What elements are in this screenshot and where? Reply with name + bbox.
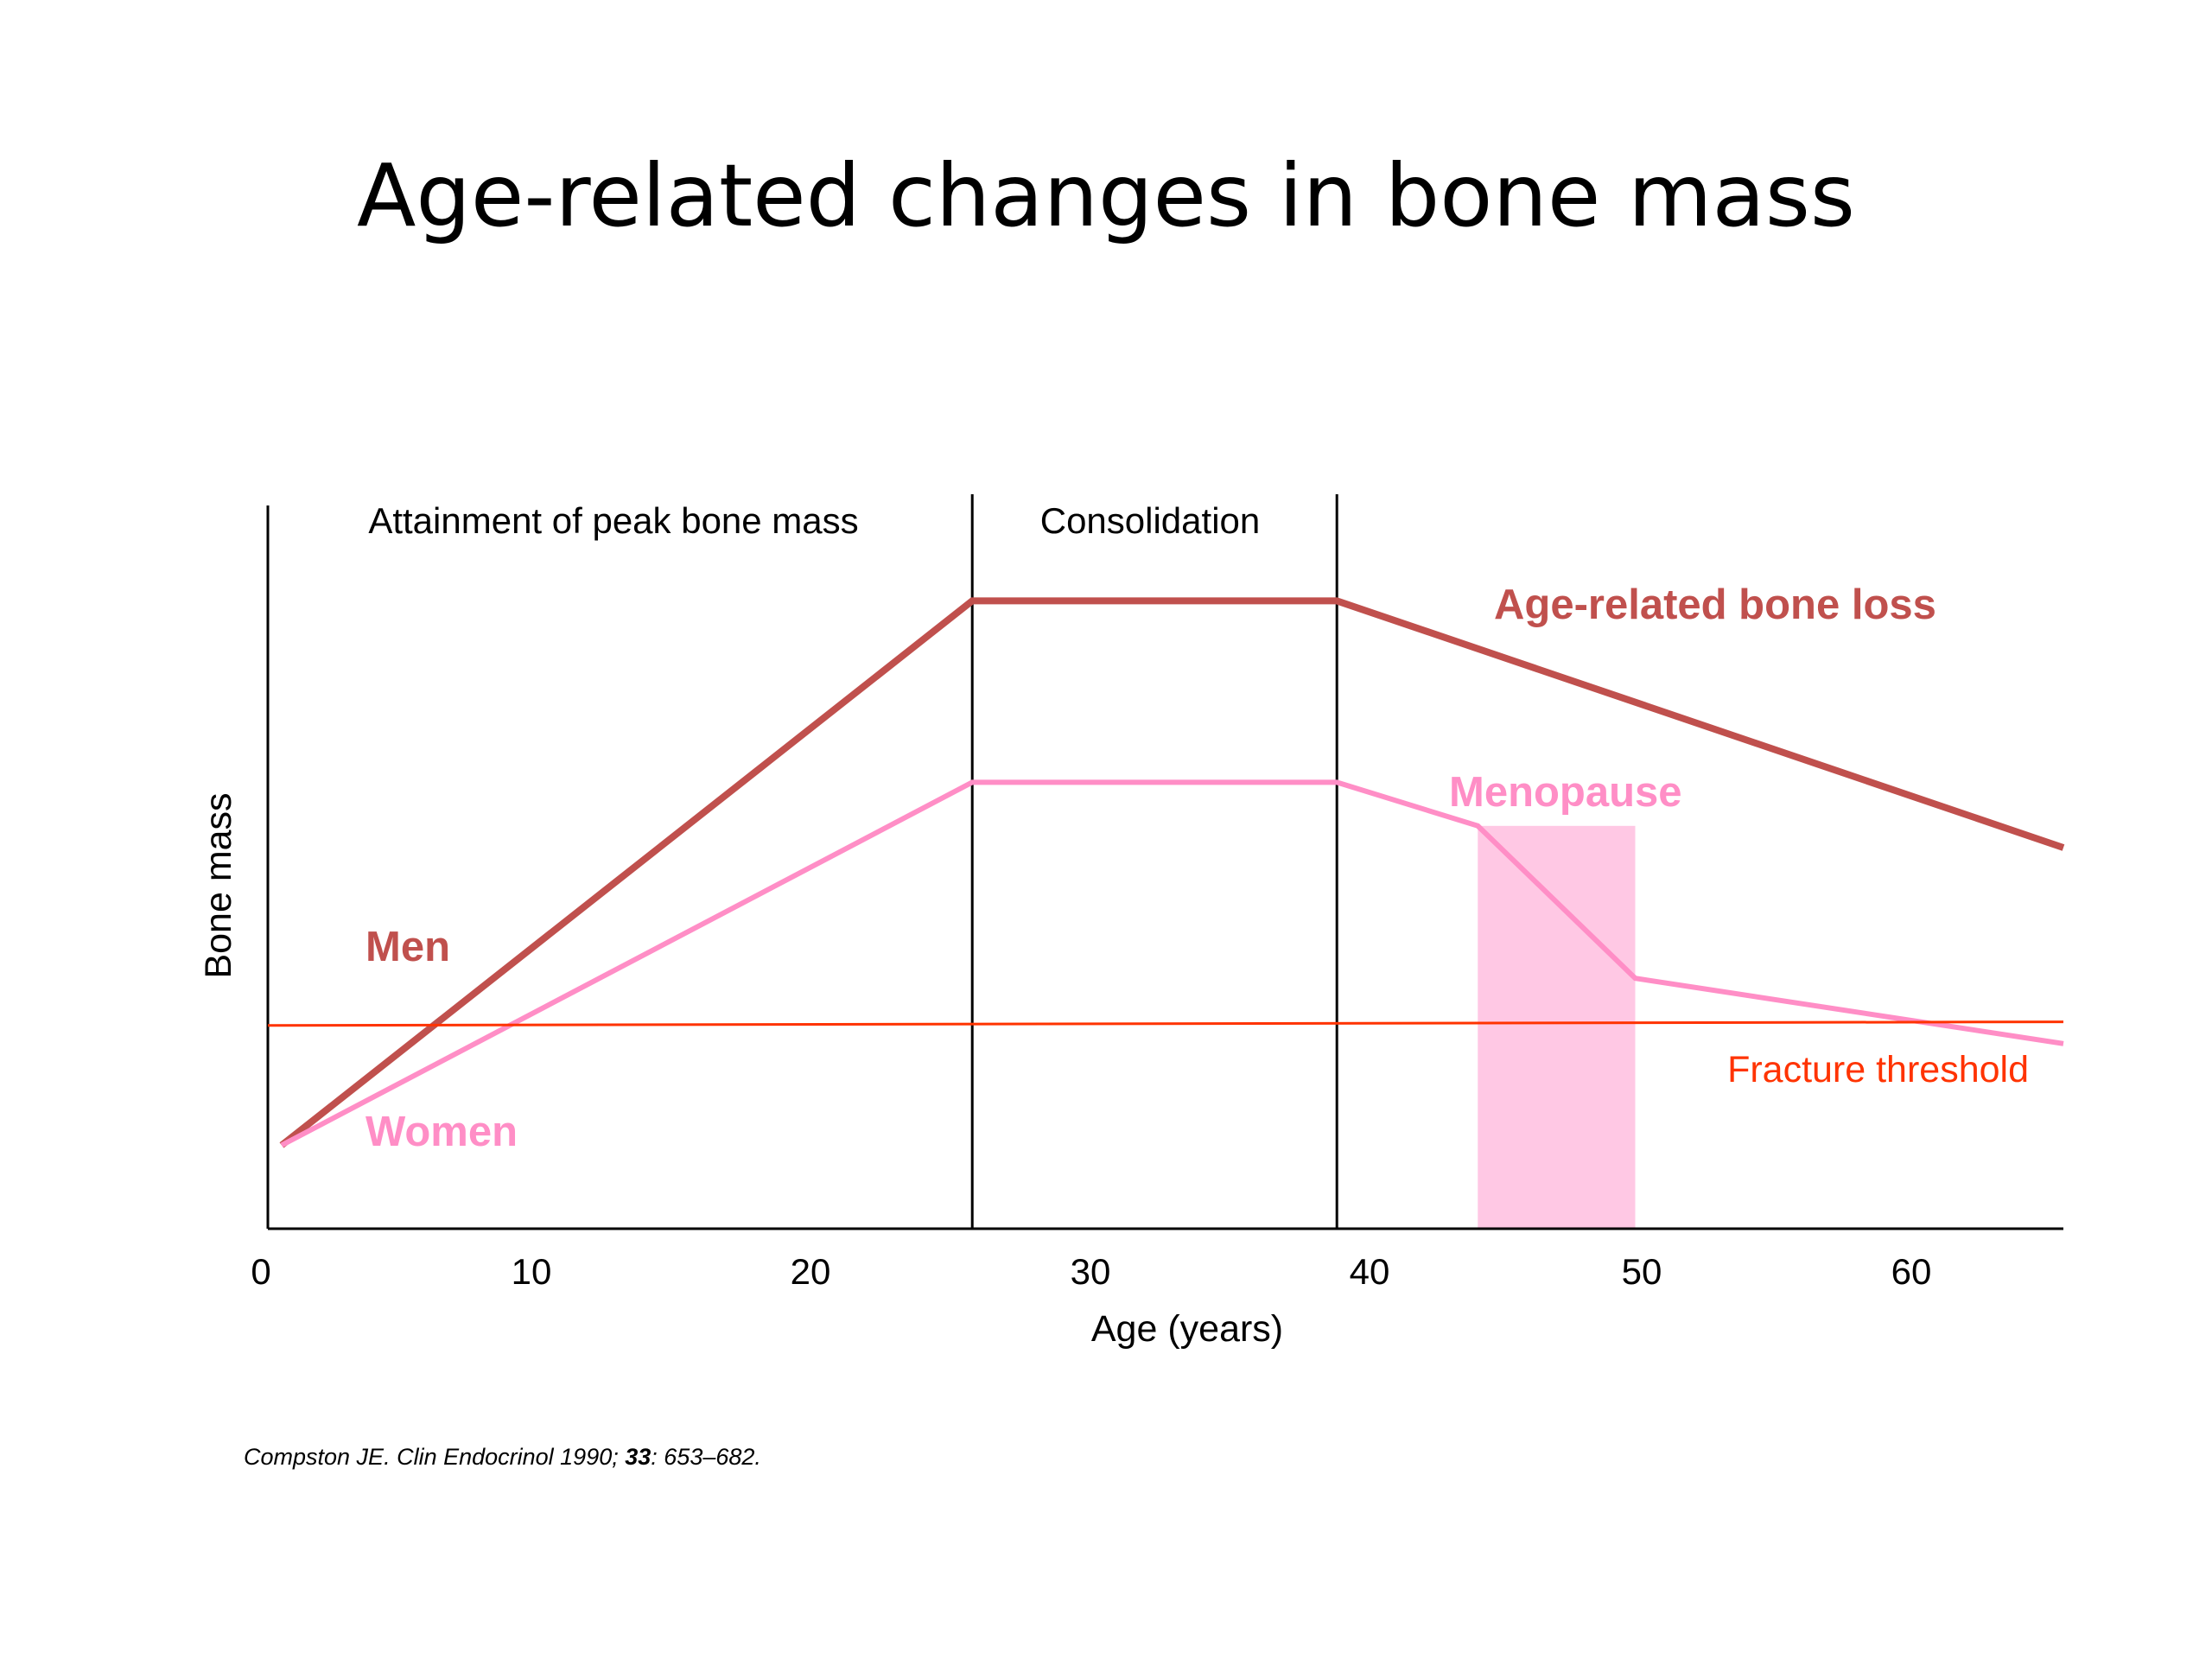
phase-label-1: Consolidation: [1040, 500, 1261, 541]
menopause-shaded-region: [1478, 825, 1636, 1229]
x-tick-label-0: 0: [251, 1251, 270, 1292]
citation-volume: 33: [625, 1444, 652, 1470]
x-tick-label-60: 60: [1891, 1251, 1932, 1292]
x-tick-label-20: 20: [791, 1251, 831, 1292]
women-line: [280, 779, 2064, 1148]
x-tick-label-40: 40: [1350, 1251, 1390, 1292]
x-axis-title: Age (years): [1091, 1308, 1283, 1350]
menopause-label: Menopause: [1449, 769, 1682, 816]
slide-title: Age-related changes in bone mass: [356, 145, 1856, 246]
women-label: Women: [365, 1109, 518, 1155]
x-tick-label-10: 10: [512, 1251, 552, 1292]
phase-label-0: Attainment of peak bone mass: [368, 500, 858, 541]
age-related-bone-loss-label: Age-related bone loss: [1494, 582, 1936, 628]
citation: Compston JE. Clin Endocrinol 1990; 33: 6…: [244, 1444, 761, 1471]
citation-prefix: Compston JE. Clin Endocrinol 1990;: [244, 1444, 626, 1470]
fracture-threshold-label: Fracture threshold: [1727, 1049, 2029, 1090]
men-label: Men: [365, 924, 450, 970]
x-tick-label-50: 50: [1622, 1251, 1662, 1292]
y-axis-title: Bone mass: [198, 792, 239, 978]
men-line: [279, 597, 2065, 1148]
citation-suffix: : 653–682.: [651, 1444, 761, 1470]
x-tick-label-30: 30: [1071, 1251, 1111, 1292]
fracture-threshold-line: [267, 1020, 2064, 1027]
